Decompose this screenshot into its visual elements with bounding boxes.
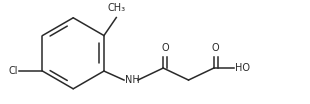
Text: Cl: Cl — [8, 66, 18, 76]
Text: O: O — [212, 43, 219, 53]
Text: NH: NH — [125, 75, 140, 85]
Text: HO: HO — [235, 63, 250, 73]
Text: O: O — [161, 43, 169, 53]
Text: CH₃: CH₃ — [107, 2, 125, 13]
